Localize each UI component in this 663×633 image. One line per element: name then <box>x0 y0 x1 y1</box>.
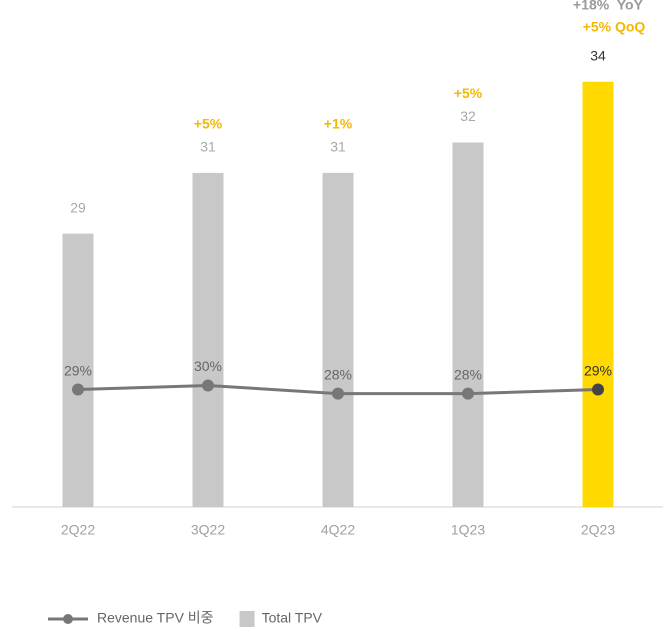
bar-value-label: 34 <box>590 47 606 63</box>
x-tick-label: 4Q22 <box>321 522 355 538</box>
legend-label: Total TPV <box>262 610 323 626</box>
growth-label: +5% QoQ <box>583 18 646 34</box>
line-marker <box>462 387 474 400</box>
bar-value-label: 31 <box>200 139 216 155</box>
bar <box>62 233 94 507</box>
growth-label: +5% <box>454 85 483 101</box>
line-marker <box>332 387 344 400</box>
line-marker <box>592 383 604 396</box>
bar <box>582 81 614 507</box>
line-value-label: 30% <box>194 358 222 374</box>
x-tick-label: 2Q23 <box>581 522 615 538</box>
yoy-label: +18% YoY <box>573 0 644 12</box>
bar <box>452 142 484 507</box>
legend-label: Revenue TPV 비중 <box>97 610 214 626</box>
line-value-label: 29% <box>64 362 92 378</box>
line-marker <box>202 379 214 392</box>
legend-marker <box>63 614 73 624</box>
x-tick-label: 2Q22 <box>61 522 95 538</box>
legend-swatch <box>239 611 255 627</box>
growth-label: +5% <box>194 116 223 132</box>
line-value-label: 29% <box>584 362 612 378</box>
bar-value-label: 31 <box>330 139 346 155</box>
bar <box>322 172 354 507</box>
line-marker <box>72 383 84 396</box>
line-value-label: 28% <box>454 366 482 382</box>
line-value-label: 28% <box>324 366 352 382</box>
bar-value-label: 32 <box>460 108 476 124</box>
bar-value-label: 29 <box>70 199 86 215</box>
bar <box>192 172 224 507</box>
x-tick-label: 1Q23 <box>451 522 485 538</box>
growth-label: +1% <box>324 116 353 132</box>
x-tick-label: 3Q22 <box>191 522 225 538</box>
